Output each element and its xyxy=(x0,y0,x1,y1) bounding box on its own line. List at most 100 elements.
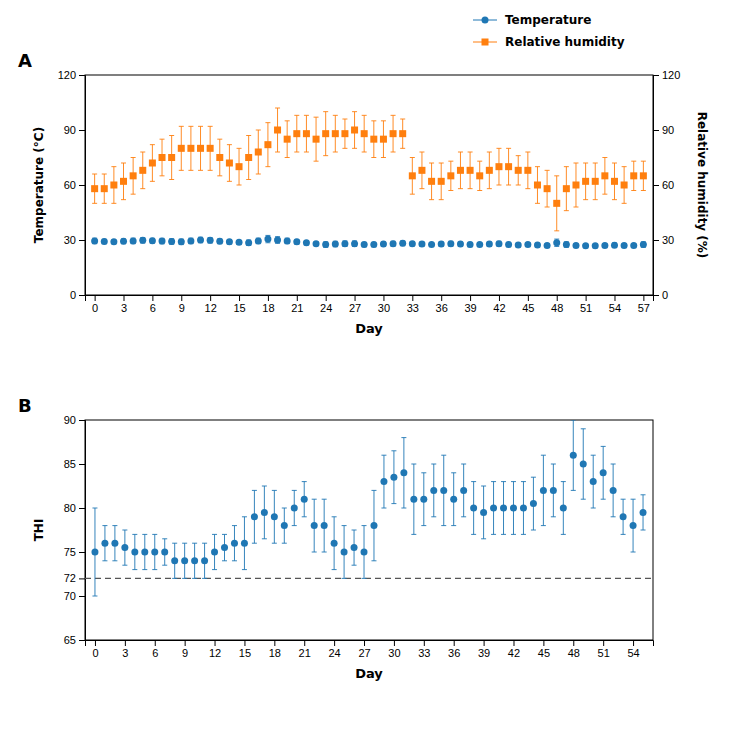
data-point xyxy=(313,240,320,247)
error-bar xyxy=(212,534,217,569)
data-point xyxy=(592,242,599,249)
data-point xyxy=(351,240,358,247)
y-axis: 0306090120 xyxy=(58,69,86,301)
x-tick-mark xyxy=(155,640,156,646)
plot-area xyxy=(85,420,653,596)
error-bar xyxy=(217,139,222,176)
x-tick-label: 36 xyxy=(436,302,448,314)
data-point xyxy=(216,238,223,245)
legend-swatch xyxy=(482,17,489,24)
error-bar xyxy=(352,530,357,565)
data-point xyxy=(570,452,577,459)
x-tick: 18 xyxy=(269,640,281,659)
y2-tick-label: 120 xyxy=(662,69,680,81)
error-bar xyxy=(112,526,117,561)
data-point xyxy=(438,178,445,185)
data-point xyxy=(630,172,637,179)
x-tick-label: 21 xyxy=(299,647,311,659)
error-bar xyxy=(188,238,193,244)
x-tick-mark xyxy=(124,295,125,301)
error-bar xyxy=(179,239,184,245)
error-bar xyxy=(525,152,530,189)
x-tick-mark xyxy=(557,295,558,301)
error-bar xyxy=(545,170,550,207)
x-tick-mark xyxy=(268,295,269,301)
data-point xyxy=(480,509,487,516)
data-point xyxy=(524,167,531,174)
data-point xyxy=(361,130,368,137)
error-bar xyxy=(262,486,267,539)
error-bar xyxy=(458,152,463,189)
y-tick: 90 xyxy=(64,124,85,136)
data-point xyxy=(610,487,617,494)
legend-swatch xyxy=(482,39,489,46)
data-point xyxy=(476,241,483,248)
data-point xyxy=(197,145,204,152)
x-tick-label: 33 xyxy=(407,302,419,314)
error-bar xyxy=(573,163,578,207)
data-point xyxy=(101,238,108,245)
error-bar xyxy=(431,464,436,517)
data-point xyxy=(457,241,464,248)
x-tick: 27 xyxy=(358,640,370,659)
error-bar xyxy=(140,152,145,189)
data-point xyxy=(450,496,457,503)
x-tick-label: 42 xyxy=(493,302,505,314)
data-point xyxy=(399,240,406,247)
x-tick: 24 xyxy=(320,295,332,314)
x-tick-mark xyxy=(454,640,455,646)
y2-tick-mark xyxy=(653,240,659,241)
y-tick-mark xyxy=(79,240,85,241)
error-bar xyxy=(554,176,559,231)
error-bar xyxy=(150,145,155,182)
error-bar xyxy=(265,235,270,242)
error-bar xyxy=(92,238,97,244)
y2-tick-label: 30 xyxy=(662,234,674,246)
x-tick: 18 xyxy=(262,295,274,314)
data-point xyxy=(274,127,281,134)
data-point xyxy=(590,478,597,485)
y-tick-mark xyxy=(79,596,85,597)
x-tick-mark xyxy=(543,640,544,646)
y-tick-label: 90 xyxy=(64,414,76,426)
legend-label: Temperature xyxy=(505,13,591,27)
x-tick-mark xyxy=(181,295,182,301)
error-bar xyxy=(131,158,136,195)
x-tick-label: 24 xyxy=(320,302,332,314)
x-tick-label: 6 xyxy=(150,302,156,314)
x-tick-mark xyxy=(441,295,442,301)
plot-frame xyxy=(85,420,653,640)
x-tick: 45 xyxy=(538,640,550,659)
data-point xyxy=(211,549,218,556)
data-point xyxy=(231,540,238,547)
error-bar xyxy=(593,163,598,200)
x-tick-mark xyxy=(334,640,335,646)
error-bar xyxy=(140,238,145,244)
panel: 0369121518212427303336394245485154570306… xyxy=(18,13,709,336)
error-bar xyxy=(641,495,646,530)
data-point xyxy=(91,549,98,556)
data-point xyxy=(572,182,579,189)
chart-root: 0369121518212427303336394245485154570306… xyxy=(0,0,738,731)
data-point xyxy=(553,200,560,207)
error-bar xyxy=(400,119,405,148)
data-point xyxy=(380,241,387,248)
x-tick: 21 xyxy=(291,295,303,314)
data-point xyxy=(621,242,628,249)
x-tick-mark xyxy=(210,295,211,301)
error-bar xyxy=(323,112,328,156)
x-tick: 3 xyxy=(122,640,128,659)
data-point xyxy=(261,509,268,516)
data-point xyxy=(560,505,567,512)
error-bar xyxy=(332,517,337,570)
data-point xyxy=(409,172,416,179)
plot-frame xyxy=(85,75,653,295)
error-bar xyxy=(481,486,486,539)
y-tick: 80 xyxy=(64,502,85,514)
y-tick-mark xyxy=(79,295,85,296)
data-point xyxy=(495,240,502,247)
error-bar xyxy=(611,464,616,517)
error-bar xyxy=(285,121,290,158)
y-tick: 120 xyxy=(58,69,85,81)
error-bar xyxy=(333,241,338,247)
